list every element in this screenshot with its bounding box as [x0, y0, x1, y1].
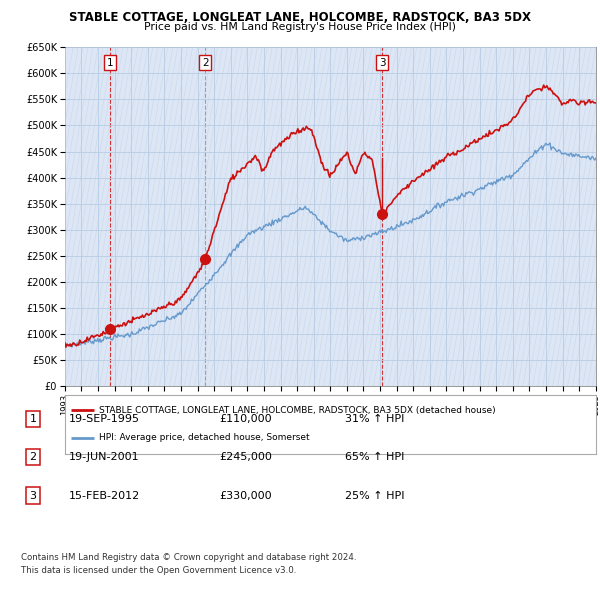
- Text: STABLE COTTAGE, LONGLEAT LANE, HOLCOMBE, RADSTOCK, BA3 5DX: STABLE COTTAGE, LONGLEAT LANE, HOLCOMBE,…: [69, 11, 531, 24]
- Text: 3: 3: [29, 491, 37, 500]
- Text: 65% ↑ HPI: 65% ↑ HPI: [345, 453, 404, 462]
- Text: Contains HM Land Registry data © Crown copyright and database right 2024.: Contains HM Land Registry data © Crown c…: [21, 553, 356, 562]
- Text: 1: 1: [29, 414, 37, 424]
- Text: 2: 2: [29, 453, 37, 462]
- Text: 19-JUN-2001: 19-JUN-2001: [69, 453, 140, 462]
- Text: £330,000: £330,000: [219, 491, 272, 500]
- Text: This data is licensed under the Open Government Licence v3.0.: This data is licensed under the Open Gov…: [21, 566, 296, 575]
- Text: Price paid vs. HM Land Registry's House Price Index (HPI): Price paid vs. HM Land Registry's House …: [144, 22, 456, 32]
- Text: 3: 3: [379, 58, 385, 68]
- Text: 1: 1: [107, 58, 113, 68]
- Text: 31% ↑ HPI: 31% ↑ HPI: [345, 414, 404, 424]
- Text: £245,000: £245,000: [219, 453, 272, 462]
- Text: 25% ↑ HPI: 25% ↑ HPI: [345, 491, 404, 500]
- Text: £110,000: £110,000: [219, 414, 272, 424]
- Text: STABLE COTTAGE, LONGLEAT LANE, HOLCOMBE, RADSTOCK, BA3 5DX (detached house): STABLE COTTAGE, LONGLEAT LANE, HOLCOMBE,…: [100, 405, 496, 415]
- Text: 2: 2: [202, 58, 209, 68]
- Text: HPI: Average price, detached house, Somerset: HPI: Average price, detached house, Some…: [100, 433, 310, 442]
- Text: 19-SEP-1995: 19-SEP-1995: [69, 414, 140, 424]
- Text: 15-FEB-2012: 15-FEB-2012: [69, 491, 140, 500]
